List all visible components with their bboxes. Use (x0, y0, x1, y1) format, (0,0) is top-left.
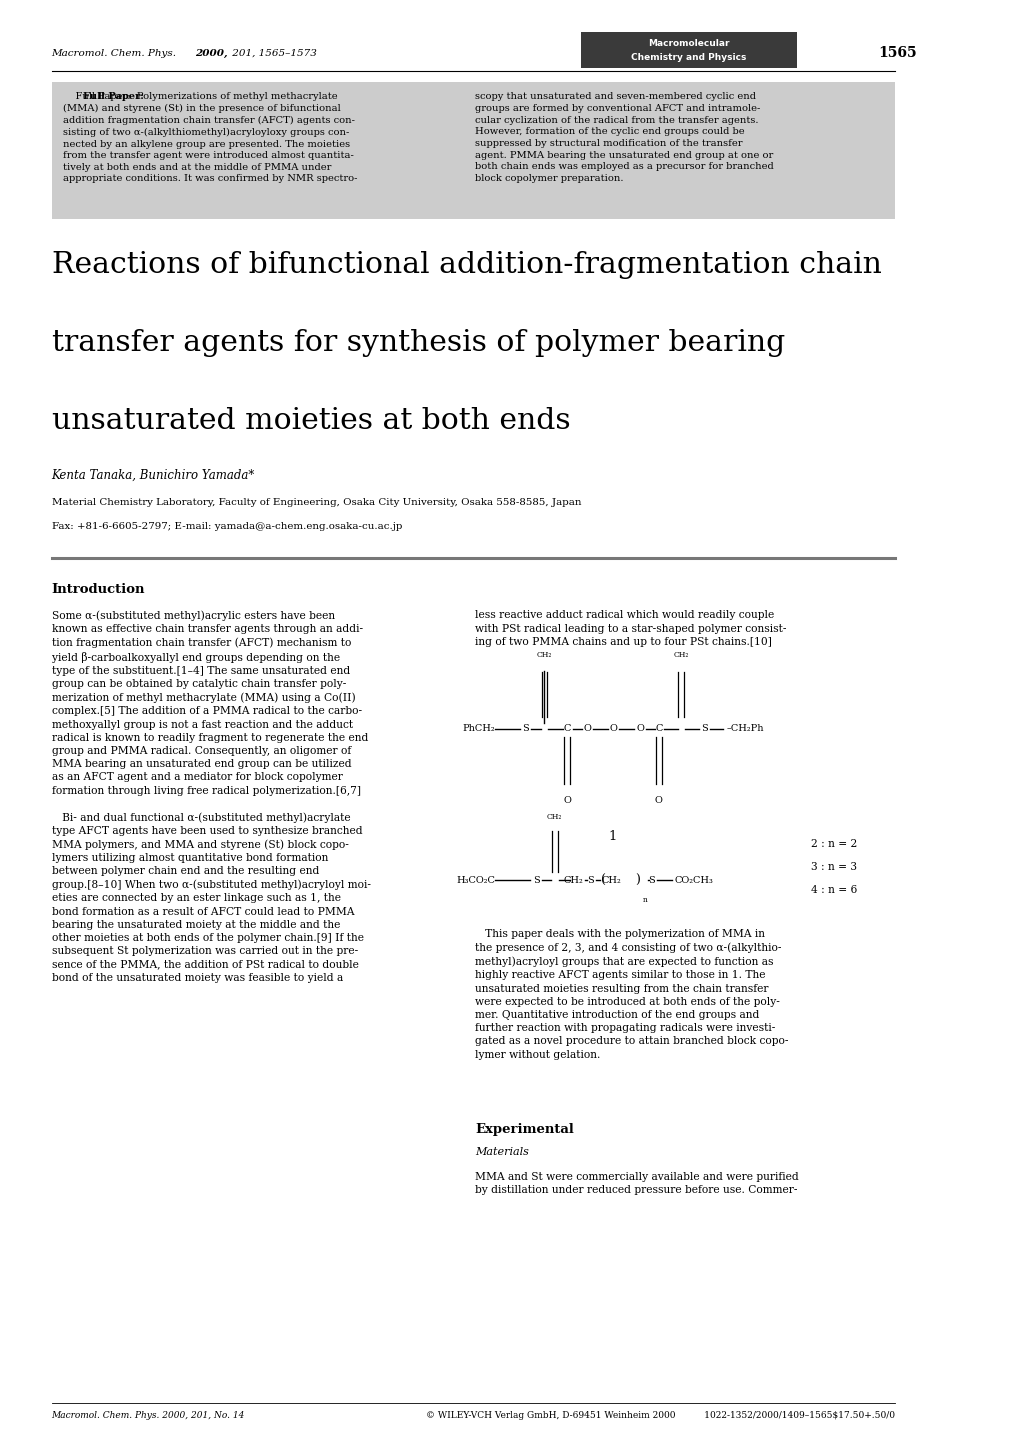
Text: PhCH₂: PhCH₂ (462, 724, 494, 733)
Text: This paper deals with the polymerization of MMA in
the presence of 2, 3, and 4 c: This paper deals with the polymerization… (475, 929, 788, 1059)
Text: ): ) (635, 873, 640, 887)
Text: 4 : n = 6: 4 : n = 6 (810, 886, 856, 895)
Text: Fax: +81-6-6605-2797; E-mail: yamada@a-chem.eng.osaka-cu.ac.jp: Fax: +81-6-6605-2797; E-mail: yamada@a-c… (52, 522, 401, 531)
Text: 2000,: 2000, (195, 49, 227, 58)
Text: Materials: Materials (475, 1147, 529, 1157)
Text: scopy that unsaturated and seven-membered cyclic end
groups are formed by conven: scopy that unsaturated and seven-membere… (475, 92, 773, 183)
Text: CH₂: CH₂ (536, 651, 551, 659)
Text: n: n (642, 896, 647, 905)
Bar (581, 32, 796, 68)
Text: 1565: 1565 (877, 46, 916, 61)
Text: unsaturated moieties at both ends: unsaturated moieties at both ends (52, 407, 570, 434)
Bar (52, 82, 894, 219)
Text: Macromol. Chem. Phys. 2000, 201, No. 14: Macromol. Chem. Phys. 2000, 201, No. 14 (52, 1411, 245, 1420)
Text: O: O (583, 724, 591, 733)
Text: Full Paper:: Full Paper: (84, 92, 144, 101)
Text: O: O (654, 797, 662, 805)
Text: Kenta Tanaka, Bunichiro Yamada*: Kenta Tanaka, Bunichiro Yamada* (52, 469, 255, 482)
Text: Material Chemistry Laboratory, Faculty of Engineering, Osaka City University, Os: Material Chemistry Laboratory, Faculty o… (52, 498, 581, 506)
Text: CH₂: CH₂ (564, 876, 583, 885)
Text: S: S (647, 876, 654, 885)
Text: 201, 1565–1573: 201, 1565–1573 (228, 49, 316, 58)
Text: S: S (587, 876, 593, 885)
Text: Experimental: Experimental (475, 1123, 574, 1136)
Text: CH₂: CH₂ (673, 651, 688, 659)
Text: O: O (562, 797, 571, 805)
Text: O: O (609, 724, 618, 733)
Text: transfer agents for synthesis of polymer bearing: transfer agents for synthesis of polymer… (52, 329, 784, 356)
Text: Introduction: Introduction (52, 583, 145, 596)
Text: Some α-(substituted methyl)acrylic esters have been
known as effective chain tra: Some α-(substituted methyl)acrylic ester… (52, 610, 370, 983)
Text: C: C (654, 724, 662, 733)
Text: CH₂: CH₂ (546, 812, 561, 821)
Text: MMA and St were commercially available and were purified
by distillation under r: MMA and St were commercially available a… (475, 1172, 798, 1195)
Text: S: S (701, 724, 707, 733)
Text: C: C (562, 724, 570, 733)
Text: Macromol. Chem. Phys.: Macromol. Chem. Phys. (52, 49, 179, 58)
Text: –CH₂Ph: –CH₂Ph (726, 724, 763, 733)
Text: O: O (636, 724, 643, 733)
Text: S: S (522, 724, 529, 733)
Text: 3 : n = 3: 3 : n = 3 (810, 863, 856, 872)
Text: H₃CO₂C: H₃CO₂C (455, 876, 494, 885)
Text: Full Paper:  Polymerizations of methyl methacrylate
(MMA) and styrene (St) in th: Full Paper: Polymerizations of methyl me… (63, 92, 357, 183)
Text: 1: 1 (608, 830, 616, 844)
Text: CH₂: CH₂ (600, 876, 621, 885)
Text: CO₂CH₃: CO₂CH₃ (675, 876, 713, 885)
Text: (: ( (600, 873, 605, 887)
Text: © WILEY-VCH Verlag GmbH, D-69451 Weinheim 2000          1022-1352/2000/1409–1565: © WILEY-VCH Verlag GmbH, D-69451 Weinhei… (426, 1411, 894, 1420)
Text: Macromolecular: Macromolecular (647, 39, 729, 48)
Text: 2 : n = 2: 2 : n = 2 (810, 840, 856, 848)
Text: Reactions of bifunctional addition-fragmentation chain: Reactions of bifunctional addition-fragm… (52, 251, 880, 278)
Text: Chemistry and Physics: Chemistry and Physics (631, 53, 746, 62)
Text: S: S (532, 876, 539, 885)
Text: less reactive adduct radical which would readily couple
with PSt radical leading: less reactive adduct radical which would… (475, 610, 786, 646)
